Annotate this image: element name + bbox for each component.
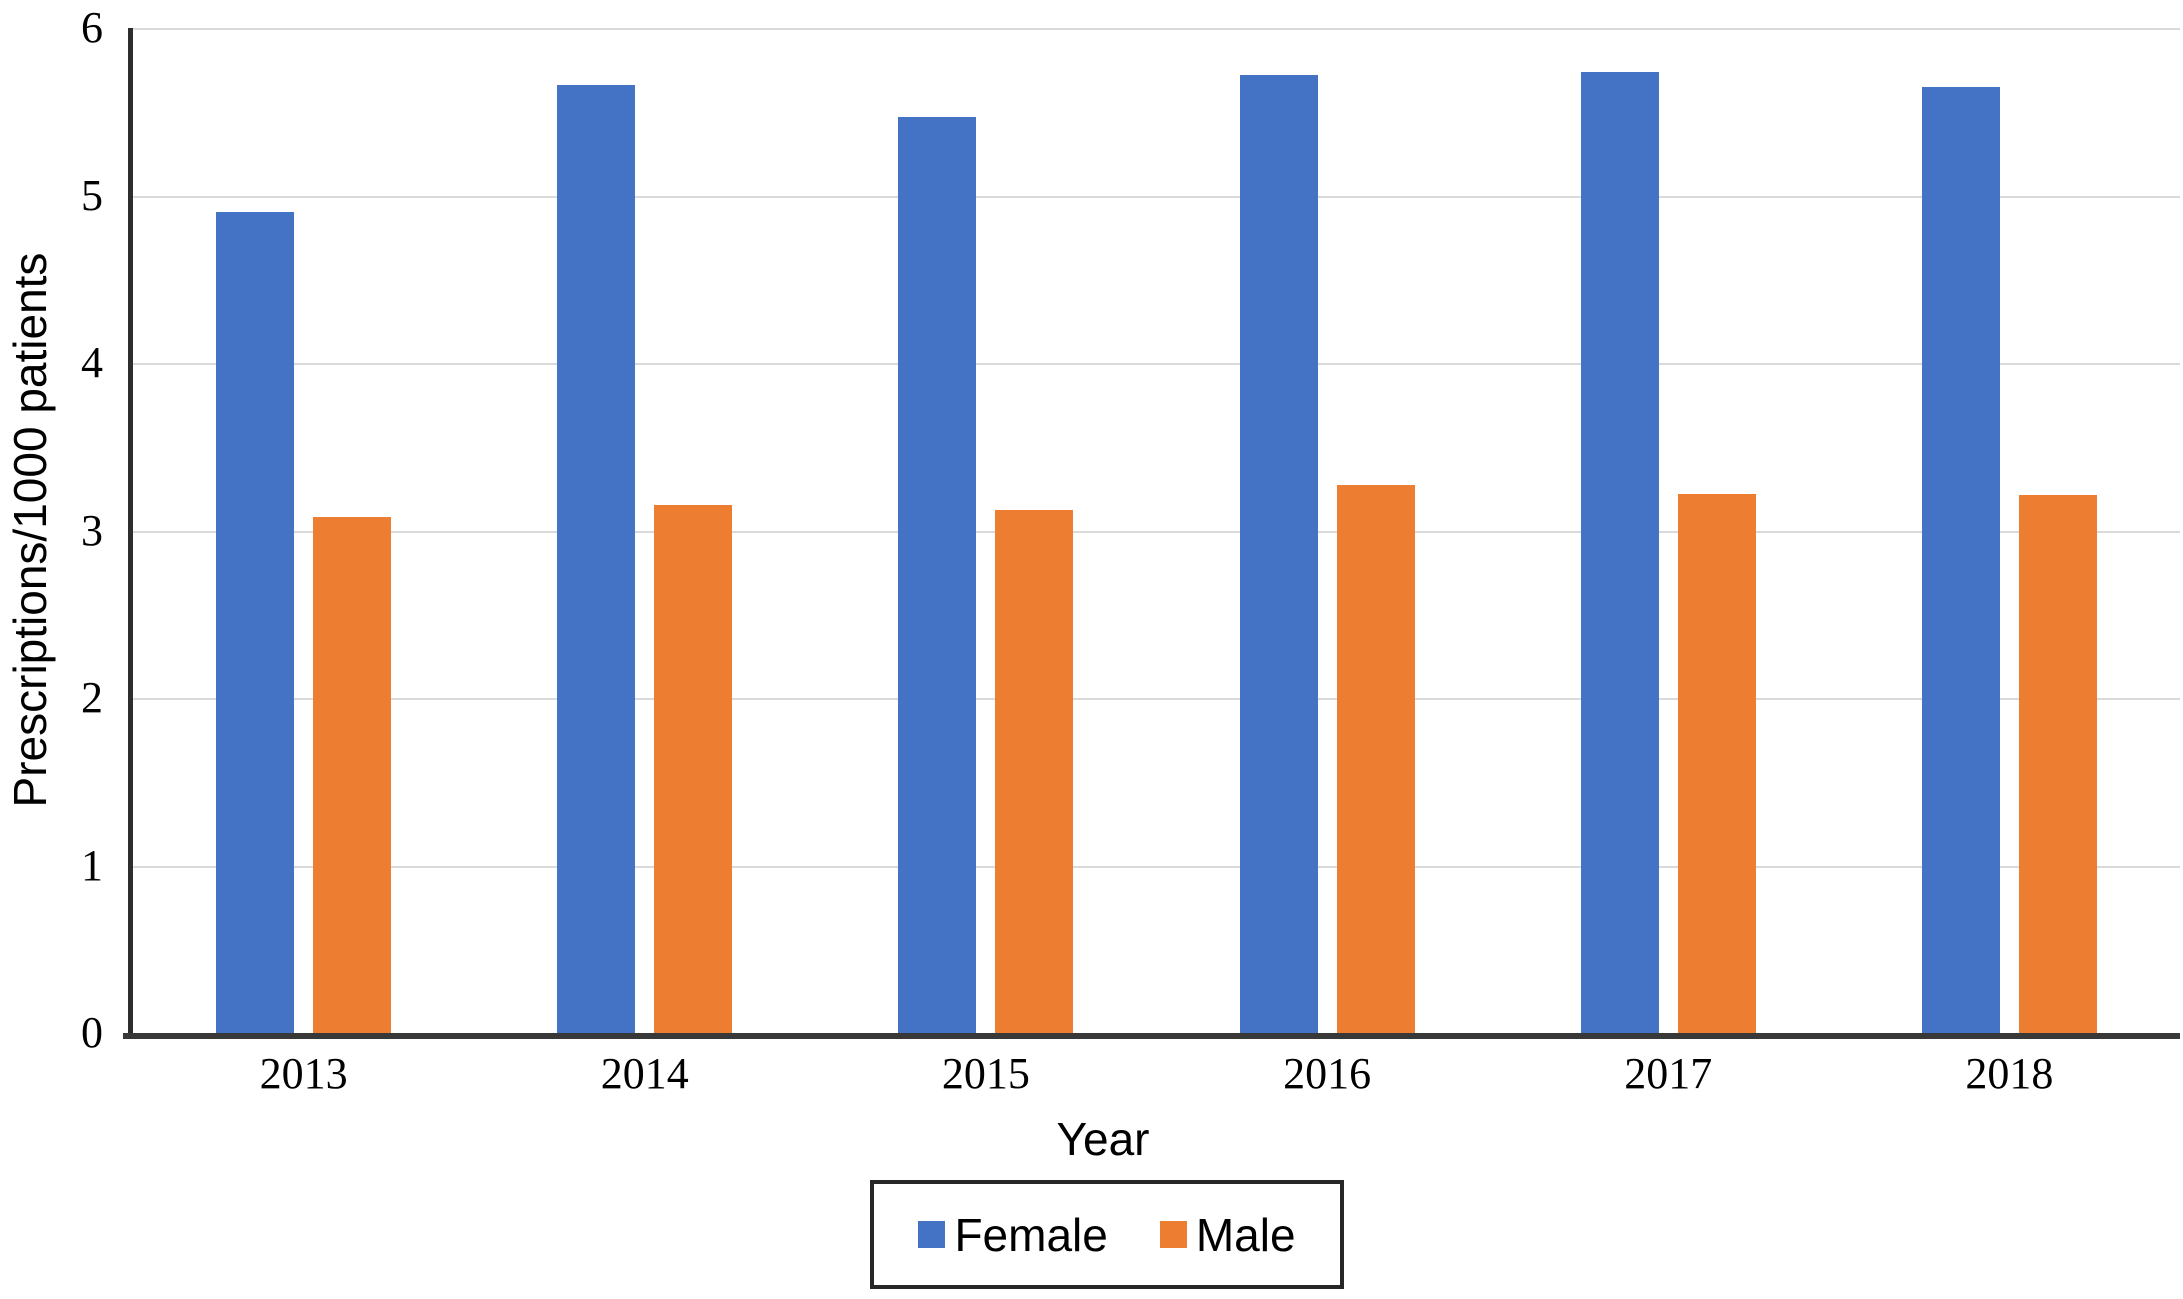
legend-label-male: Male [1195,1208,1296,1261]
bar-female-2014 [557,84,636,1033]
bar-female-2016 [1239,74,1318,1033]
y-tick-label-0: 0 [81,1008,103,1057]
bar-group-2014 [474,28,815,1033]
gridline-y-4 [133,363,2180,365]
x-tick-label-2018: 2018 [1965,1049,2054,1098]
y-tick-label-1: 1 [81,840,103,890]
legend-item-female: Female [918,1208,1108,1261]
bar-female-2015 [898,116,977,1033]
x-tick-label-2014: 2014 [600,1049,689,1098]
gridline-y-3 [133,530,2180,533]
y-axis-line [128,28,133,1039]
x-axis-title: Year [1056,1113,1150,1165]
gridline-y-1 [133,865,2180,868]
bar-male-2018 [2018,495,2097,1033]
y-tick-label-3: 3 [81,505,103,555]
gridline-y-5 [133,195,2180,198]
bar-female-2013 [216,212,295,1033]
bar-male-2014 [654,505,733,1033]
y-tick-label-6: 6 [81,3,103,52]
plot-area [123,28,2180,1039]
bar-group-2015 [815,28,1156,1033]
bar-group-2016 [1157,28,1498,1033]
x-tick-label-2015: 2015 [941,1049,1030,1098]
bar-male-2013 [313,517,392,1033]
legend-swatch-female [918,1221,946,1248]
bar-male-2016 [1336,485,1415,1033]
bar-male-2015 [995,510,1074,1033]
x-axis-line [123,1033,2180,1039]
y-tick-label-2: 2 [81,673,103,722]
x-tick-label-2017: 2017 [1624,1049,1713,1098]
bar-group-2017 [1498,28,1839,1033]
gridline-y-2 [133,698,2180,700]
bar-female-2018 [1921,86,2000,1033]
bar-female-2017 [1580,71,1659,1033]
bar-male-2017 [1677,493,1756,1033]
x-tick-label-2016: 2016 [1283,1049,1372,1098]
legend-swatch-male [1159,1221,1187,1248]
legend-label-female: Female [954,1208,1108,1261]
bar-group-2013 [133,28,474,1033]
y-tick-label-5: 5 [81,170,103,220]
legend: Female Male [870,1180,1344,1289]
x-tick-label-2013: 2013 [259,1049,348,1098]
gridline-y-6 [133,28,2180,30]
legend-item-male: Male [1159,1208,1296,1261]
bar-group-2018 [1839,28,2180,1033]
y-tick-label-4: 4 [81,338,103,387]
